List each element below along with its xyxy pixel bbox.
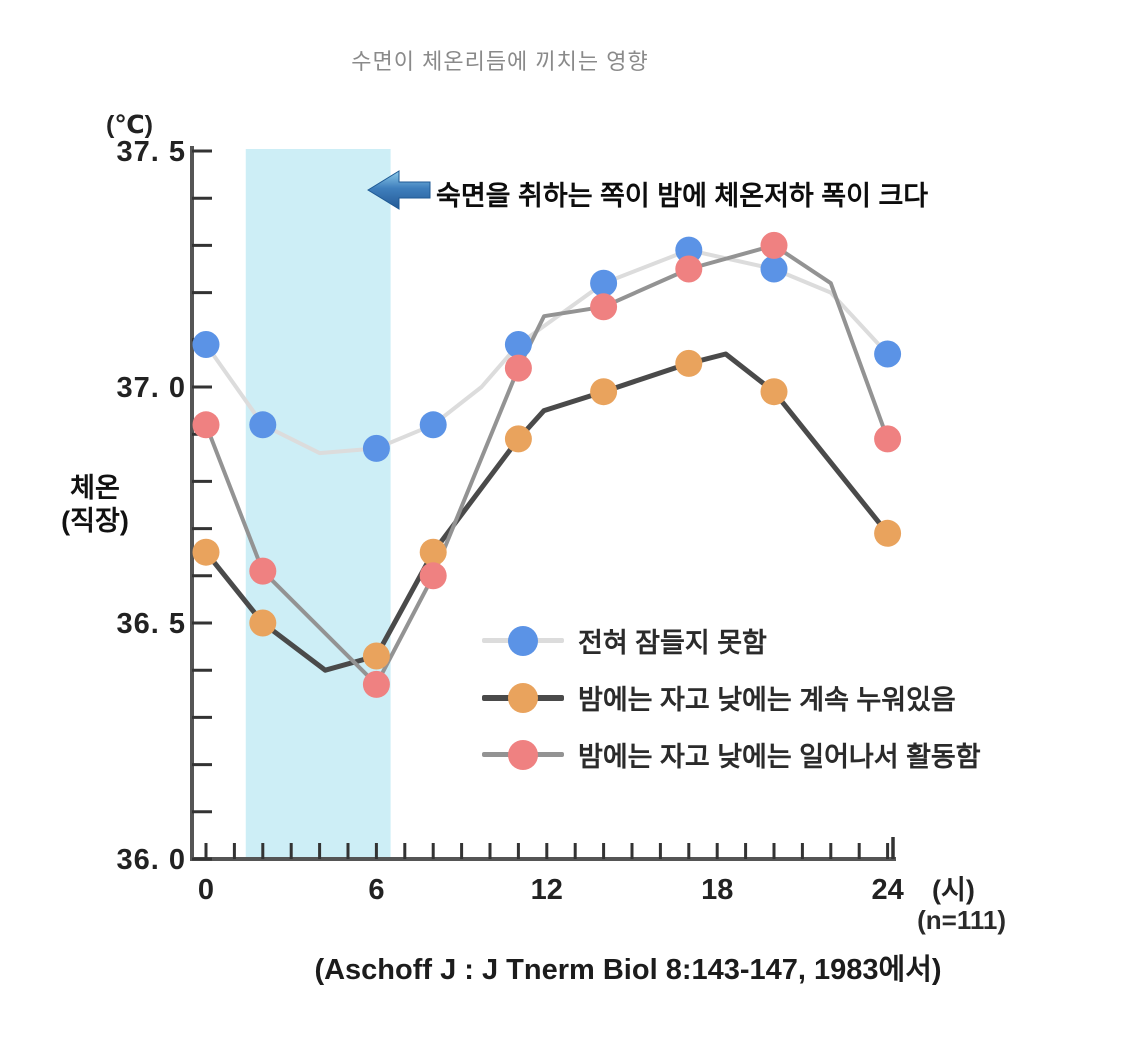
left-arrow-icon xyxy=(367,170,431,210)
series-line-2 xyxy=(204,243,890,687)
x-tick-labels: 0 6 12 18 24 (시) xyxy=(198,874,975,906)
legend-swatch xyxy=(482,682,564,714)
legend-marker-dot-icon xyxy=(508,625,538,656)
y-tick-labels: 37. 5 37. 0 36. 5 36. 0 xyxy=(117,136,187,876)
sample-size-label: (n=111) xyxy=(917,905,1006,935)
legend-marker-dot-icon xyxy=(508,739,538,770)
axes xyxy=(190,146,896,861)
legend-label: 밤에는 자고 낮에는 계속 누워있음 xyxy=(578,685,956,715)
legend-swatch xyxy=(482,739,564,771)
svg-text:37. 0: 37. 0 xyxy=(117,372,187,404)
source-citation: (Aschoff J : J Tnerm Biol 8:143-147, 198… xyxy=(314,954,942,986)
legend-label: 전혀 잠들지 못함 xyxy=(578,628,767,658)
svg-text:36. 5: 36. 5 xyxy=(117,608,187,640)
svg-text:12: 12 xyxy=(531,874,563,906)
legend-item-sleep-lying-day: 밤에는 자고 낮에는 계속 누워있음 xyxy=(482,669,1042,726)
series-markers-2 xyxy=(192,231,902,698)
series-markers-0 xyxy=(192,236,902,462)
legend-item-no-sleep: 전혀 잠들지 못함 xyxy=(482,612,1042,669)
legend: 전혀 잠들지 못함 밤에는 자고 낮에는 계속 누워있음 밤에는 자고 낮에는 … xyxy=(482,612,1042,783)
series-markers-1 xyxy=(192,349,902,670)
svg-text:18: 18 xyxy=(701,874,733,906)
y-axis-title-line2: (직장) xyxy=(61,506,129,536)
legend-item-sleep-active-day: 밤에는 자고 낮에는 일어나서 활동함 xyxy=(482,726,1042,783)
legend-swatch xyxy=(482,625,564,657)
y-axis-unit-label: (℃) xyxy=(106,111,153,139)
svg-text:0: 0 xyxy=(198,874,214,906)
series-line-1 xyxy=(203,351,891,673)
night-shaded-band xyxy=(245,149,391,859)
y-axis-title: 체온 (직장) xyxy=(40,472,150,538)
legend-marker-dot-icon xyxy=(508,682,538,713)
svg-text:37. 5: 37. 5 xyxy=(117,136,187,168)
y-axis-title-line1: 체온 xyxy=(70,473,120,503)
svg-text:24: 24 xyxy=(871,874,903,906)
legend-label: 밤에는 자고 낮에는 일어나서 활동함 xyxy=(578,742,981,772)
svg-text:36. 0: 36. 0 xyxy=(117,844,187,876)
annotation-text: 숙면을 취하는 쪽이 밤에 체온저하 폭이 크다 xyxy=(436,181,929,211)
svg-text:6: 6 xyxy=(368,874,384,906)
chart-title: 수면이 체온리듬에 끼치는 영향 xyxy=(351,49,649,74)
svg-text:(시): (시) xyxy=(932,875,975,905)
